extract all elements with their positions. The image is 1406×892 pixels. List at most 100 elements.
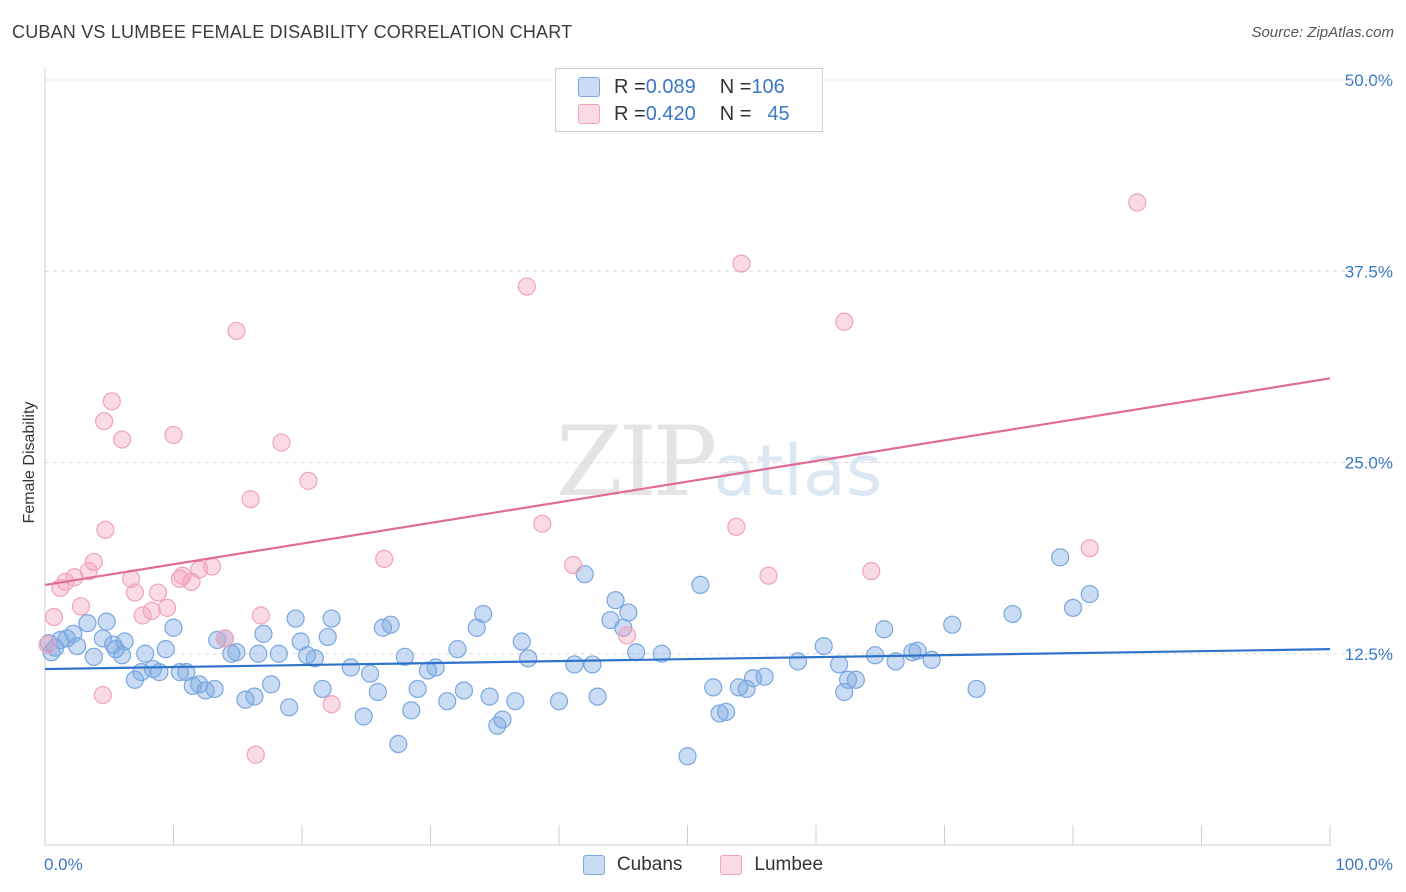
legend-n-value: 45 xyxy=(767,102,790,125)
point-cubans xyxy=(164,618,183,637)
point-cubans xyxy=(196,681,215,700)
point-cubans xyxy=(814,636,833,656)
point-cubans xyxy=(408,679,427,699)
point-cubans xyxy=(875,620,894,639)
point-cubans xyxy=(381,615,400,634)
point-cubans xyxy=(84,647,103,666)
point-cubans xyxy=(57,629,76,648)
point-cubans xyxy=(943,615,962,634)
point-cubans xyxy=(839,670,858,689)
point-cubans xyxy=(565,655,584,674)
point-cubans xyxy=(313,679,332,699)
point-lumbee xyxy=(96,520,115,539)
legend-r-value: 0.420 xyxy=(645,102,696,125)
point-cubans xyxy=(93,629,112,648)
point-cubans xyxy=(652,644,671,663)
point-lumbee xyxy=(202,557,222,576)
x-tick-label: 100.0% xyxy=(1335,855,1393,874)
y-tick-label: 12.5% xyxy=(1345,645,1393,664)
point-cubans xyxy=(227,643,246,662)
point-lumbee xyxy=(375,549,394,568)
point-lumbee xyxy=(227,321,246,341)
point-cubans xyxy=(269,644,288,663)
point-cubans xyxy=(322,609,341,628)
point-cubans xyxy=(205,679,224,699)
point-cubans xyxy=(68,636,87,656)
x-tick-label: 0.0% xyxy=(44,855,83,874)
point-cubans xyxy=(305,649,324,668)
trendline-cubans xyxy=(44,648,1331,671)
point-cubans xyxy=(208,630,227,650)
point-lumbee xyxy=(215,629,234,648)
point-lumbee xyxy=(71,597,91,616)
point-lumbee xyxy=(38,635,57,654)
point-lumbee xyxy=(173,566,192,585)
point-cubans xyxy=(448,640,467,659)
legend-r-label: R = xyxy=(614,75,646,98)
chart-source: Source: ZipAtlas.com xyxy=(1251,24,1394,41)
point-cubans xyxy=(967,679,986,699)
point-cubans xyxy=(1080,584,1099,604)
point-cubans xyxy=(886,652,905,671)
point-lumbee xyxy=(759,566,778,585)
chart-title: CUBAN VS LUMBEE FEMALE DISABILITY CORREL… xyxy=(12,22,573,42)
point-cubans xyxy=(426,658,445,677)
point-lumbee xyxy=(79,562,98,581)
point-lumbee xyxy=(148,583,168,602)
y-tick-label: 25.0% xyxy=(1345,454,1393,473)
point-cubans xyxy=(341,658,360,677)
point-cubans xyxy=(737,679,756,699)
legend-r-label: R = xyxy=(614,102,646,125)
point-lumbee xyxy=(251,606,270,625)
point-cubans xyxy=(619,603,638,622)
point-cubans xyxy=(788,652,808,671)
point-cubans xyxy=(156,640,175,659)
point-cubans xyxy=(710,704,729,723)
point-cubans xyxy=(606,591,625,610)
legend-swatch-lumbee xyxy=(578,104,600,124)
point-lumbee xyxy=(93,685,112,705)
point-cubans xyxy=(361,664,380,683)
legend-swatch-cubans xyxy=(582,855,605,875)
point-cubans xyxy=(506,692,525,711)
legend-n-label: N = xyxy=(719,102,752,125)
bottom-legend: Cubans Lumbee xyxy=(0,852,1406,878)
legend-item-lumbee[interactable]: Lumbee xyxy=(720,854,823,876)
point-cubans xyxy=(743,669,763,688)
y-axis-label: Female Disability xyxy=(21,402,38,524)
point-lumbee xyxy=(164,425,183,445)
point-cubans xyxy=(474,604,493,624)
point-cubans xyxy=(1063,598,1083,617)
point-cubans xyxy=(112,646,132,665)
point-lumbee xyxy=(170,569,190,588)
point-cubans xyxy=(249,644,268,663)
point-cubans xyxy=(549,692,569,711)
point-lumbee xyxy=(564,555,583,575)
point-cubans xyxy=(626,643,646,662)
point-cubans xyxy=(245,687,264,706)
point-cubans xyxy=(755,667,774,686)
point-cubans xyxy=(691,575,710,595)
point-lumbee xyxy=(125,583,145,602)
point-cubans xyxy=(402,701,421,720)
point-cubans xyxy=(97,612,116,631)
point-cubans xyxy=(1051,548,1070,567)
point-cubans xyxy=(438,692,457,711)
point-lumbee xyxy=(246,745,265,764)
point-cubans xyxy=(254,624,273,643)
point-lumbee xyxy=(272,433,291,452)
point-cubans xyxy=(280,698,299,717)
legend-item-cubans[interactable]: Cubans xyxy=(582,854,683,876)
point-cubans xyxy=(704,678,723,697)
point-lumbee xyxy=(157,598,177,617)
watermark-atlas: atlas xyxy=(713,430,883,512)
point-cubans xyxy=(678,747,697,766)
y-tick-label: 37.5% xyxy=(1345,262,1393,281)
point-cubans xyxy=(588,687,607,706)
legend-swatch-cubans xyxy=(578,77,600,97)
point-cubans xyxy=(389,734,408,754)
legend-label-cubans: Cubans xyxy=(616,854,683,875)
point-cubans xyxy=(512,632,531,651)
point-cubans xyxy=(78,614,97,633)
